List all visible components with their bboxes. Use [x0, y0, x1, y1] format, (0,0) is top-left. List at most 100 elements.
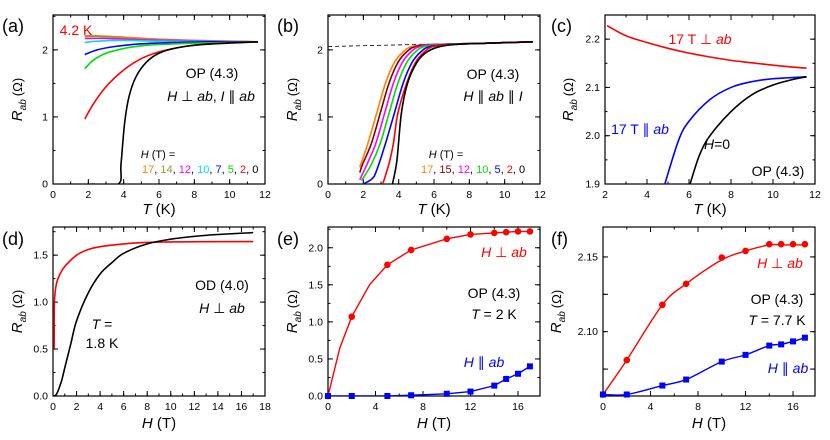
x-tick-label: 16 — [787, 401, 799, 413]
series-H-ab-line — [603, 243, 805, 395]
data-point-circle — [384, 261, 391, 269]
x-tick-label: 6 — [156, 189, 162, 201]
x-tick-label: 0 — [50, 189, 56, 201]
legend-title: H (T) = — [429, 149, 464, 161]
annotation: OP (4.3) — [751, 291, 804, 307]
data-point-square — [408, 392, 415, 399]
series-label: 17 T ∥ ab — [611, 121, 669, 137]
data-point-square — [467, 388, 474, 395]
data-point-square — [790, 338, 797, 345]
legend-entry-12: 12 — [179, 164, 191, 176]
data-point-circle — [514, 228, 522, 235]
series-label: T = — [92, 316, 113, 332]
series-label: H ⊥ ab — [757, 255, 803, 271]
data-point-circle — [718, 254, 726, 261]
x-tick-label: 16 — [512, 401, 524, 413]
plot-area — [606, 24, 807, 184]
legend-entry-5: 5 — [228, 164, 234, 176]
data-point-circle — [526, 228, 534, 235]
y-label-subscript: ab — [293, 311, 304, 323]
x-tick-label: 10 — [224, 189, 236, 201]
series-label: 1.8 K — [86, 335, 119, 351]
x-tick-label: 12 — [534, 189, 546, 201]
x-axis-label: T (K) — [417, 201, 450, 218]
y-tick-label: 2.0 — [308, 242, 323, 254]
y-tick-label: 0.0 — [33, 391, 48, 403]
x-tick-label: 4 — [396, 189, 402, 201]
legend-title: H (T) = — [141, 149, 176, 161]
x-axis-label: H (T) — [142, 415, 176, 432]
x-tick-label: 4 — [97, 401, 103, 413]
data-point-square — [801, 334, 808, 341]
annotation: T = 7.7 K — [748, 312, 806, 328]
data-point-circle — [502, 228, 510, 236]
series-label: H=0 — [704, 136, 730, 152]
x-tick-label: 12 — [809, 189, 821, 201]
panel-c: 2 4 6 8 10 12 1.9 2.0 2.1 2.2 (c) T (K) Rab (Ω) OP (4.… — [551, 14, 821, 218]
y-tick-label: 0.0 — [308, 391, 323, 403]
y-tick-label: 0.5 — [33, 344, 48, 356]
plot-area — [84, 34, 258, 184]
x-tick-label: 12 — [740, 401, 752, 413]
series-label: 4.2 K — [60, 22, 93, 38]
data-point-square — [683, 376, 690, 383]
x-tick-label: 4 — [648, 401, 654, 413]
legend-entries: 17, 14, 12, 10, 7, 5, 2, 0 — [142, 164, 258, 176]
panel-e: 0 4 8 12 16 0.0 0.5 1.0 1.5 2.0 (e) H (T) Rab (Ω) OP (… — [277, 226, 541, 432]
data-point-square — [325, 393, 331, 399]
y-tick-label: 2.2 — [585, 34, 600, 46]
data-point-square — [659, 382, 666, 389]
series-H-ab-line — [328, 365, 531, 396]
y-axis-label: Rab (Ω) — [9, 78, 29, 121]
x-tick-label: 12 — [259, 189, 271, 201]
series-label: H ∥ ab — [464, 354, 505, 370]
data-point-square — [526, 363, 533, 370]
x-tick-label: 18 — [259, 401, 271, 413]
y-label-subscript: ab — [18, 311, 29, 323]
data-point-circle — [348, 313, 356, 320]
x-tick-label: 8 — [191, 189, 197, 201]
annotation: H ∥ ab ∥ I — [463, 88, 522, 104]
series-H-0-line — [689, 76, 807, 184]
x-tick-label: 6 — [686, 189, 692, 201]
data-point-square — [600, 391, 606, 398]
y-tick-label: 2 — [42, 44, 48, 56]
x-tick-label: 12 — [188, 401, 200, 413]
annotation: OD (4.0) — [195, 277, 249, 293]
data-point-circle — [682, 280, 690, 288]
annotation: H ⊥ ab — [199, 300, 245, 316]
data-point-circle — [407, 246, 415, 254]
legend-entry-14: 14 — [160, 164, 172, 176]
y-axis-label: Rab (Ω) — [560, 78, 580, 121]
y-label-symbol: R — [548, 322, 565, 333]
y-axis-label: Rab (Ω) — [548, 290, 568, 333]
series-label: H ⊥ ab — [481, 244, 527, 260]
x-axis-label: H (T) — [417, 415, 451, 432]
x-tick-label: 12 — [465, 401, 477, 413]
data-point-circle — [765, 240, 773, 248]
y-tick-label: 0 — [317, 179, 323, 191]
x-tick-label: 8 — [420, 401, 426, 413]
y-label-unit: (Ω) — [10, 78, 25, 96]
y-label-subscript: ab — [18, 99, 29, 111]
data-point-circle — [623, 356, 631, 364]
legend-entry-0: 0 — [252, 164, 258, 176]
panel-label: (f) — [551, 229, 568, 249]
annotation: OP (4.3) — [752, 163, 805, 179]
series-label: 17 T ⊥ ab — [668, 31, 731, 47]
legend-entry-10: 10 — [476, 164, 488, 176]
annotation: T = 2 K — [471, 306, 517, 322]
y-tick-label: 2 — [317, 44, 323, 56]
y-label-unit: (Ω) — [549, 290, 564, 308]
data-point-square — [348, 393, 355, 399]
x-tick-label: 2 — [360, 189, 366, 201]
series-2-line — [382, 41, 533, 184]
x-tick-label: 4 — [644, 189, 650, 201]
x-tick-label: 6 — [121, 401, 127, 413]
legend-entry-17: 17 — [421, 164, 433, 176]
x-tick-label: 6 — [431, 189, 437, 201]
plot-area — [53, 231, 254, 396]
plot-frame — [602, 226, 816, 397]
series-7-line — [84, 40, 258, 56]
